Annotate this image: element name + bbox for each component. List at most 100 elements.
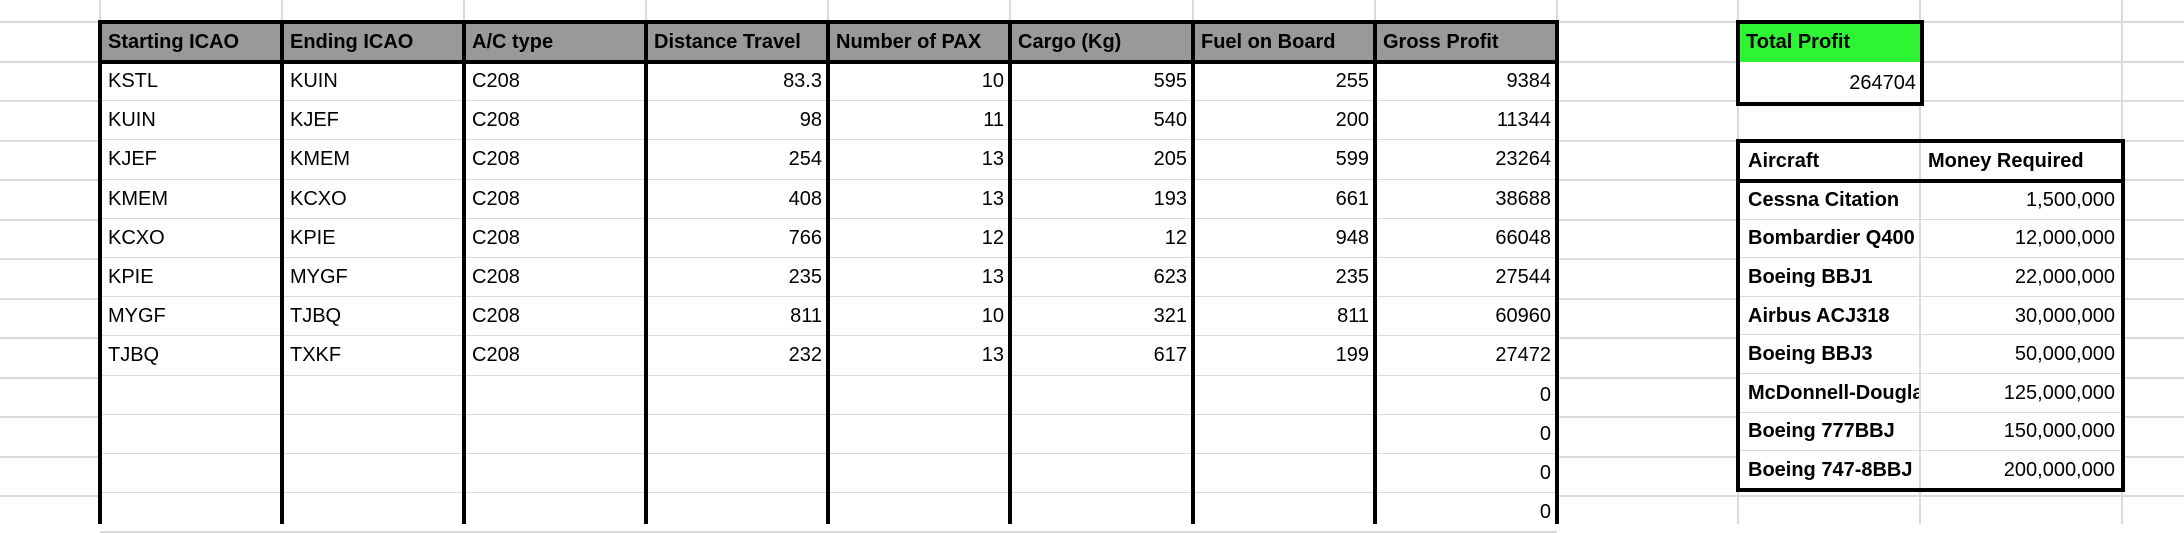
table-cell[interactable]	[1010, 414, 1193, 454]
table-cell[interactable]: 12	[828, 218, 1010, 258]
money-required[interactable]: 30,000,000	[1920, 296, 2121, 336]
table-cell[interactable]: 13	[828, 179, 1010, 219]
table-cell[interactable]	[646, 375, 828, 415]
column-header[interactable]: Distance Travel	[646, 22, 828, 62]
table-cell[interactable]: 11	[828, 101, 1010, 141]
table-cell[interactable]: 0	[1375, 454, 1557, 494]
money-required[interactable]: 150,000,000	[1920, 412, 2121, 452]
table-cell[interactable]: KMEM	[100, 179, 282, 219]
table-cell[interactable]	[464, 493, 646, 533]
table-cell[interactable]: 254	[646, 140, 828, 180]
table-cell[interactable]: 408	[646, 179, 828, 219]
table-cell[interactable]	[282, 414, 464, 454]
table-cell[interactable]: 11344	[1375, 101, 1557, 141]
table-cell[interactable]: 255	[1193, 62, 1375, 102]
table-cell[interactable]: KCXO	[282, 179, 464, 219]
aircraft-name[interactable]: Boeing BBJ3	[1740, 335, 1920, 374]
money-required[interactable]: 1,500,000	[1920, 181, 2121, 220]
table-cell[interactable]: KUIN	[282, 62, 464, 102]
table-cell[interactable]: 13	[828, 140, 1010, 180]
table-cell[interactable]: 98	[646, 101, 828, 141]
table-cell[interactable]: 235	[1193, 258, 1375, 298]
table-cell[interactable]	[646, 454, 828, 494]
table-cell[interactable]: KPIE	[282, 218, 464, 258]
column-header[interactable]: Number of PAX	[828, 22, 1010, 62]
table-cell[interactable]: KJEF	[282, 101, 464, 141]
table-cell[interactable]: 13	[828, 258, 1010, 298]
money-required[interactable]: 50,000,000	[1920, 335, 2121, 374]
table-cell[interactable]: 0	[1375, 414, 1557, 454]
table-cell[interactable]: MYGF	[282, 258, 464, 298]
table-cell[interactable]: 811	[1193, 297, 1375, 337]
aircraft-name[interactable]: Cessna Citation	[1740, 181, 1920, 220]
table-cell[interactable]	[828, 414, 1010, 454]
column-header[interactable]: Ending ICAO	[282, 22, 464, 62]
table-cell[interactable]: TJBQ	[100, 336, 282, 376]
table-cell[interactable]	[646, 493, 828, 533]
table-cell[interactable]: 13	[828, 336, 1010, 376]
aircraft-column-header[interactable]: Aircraft	[1740, 141, 1920, 181]
table-cell[interactable]: 193	[1010, 179, 1193, 219]
table-cell[interactable]: 12	[1010, 218, 1193, 258]
table-cell[interactable]: KJEF	[100, 140, 282, 180]
table-cell[interactable]: KSTL	[100, 62, 282, 102]
table-cell[interactable]: 10	[828, 62, 1010, 102]
table-cell[interactable]	[100, 493, 282, 533]
table-cell[interactable]	[464, 375, 646, 415]
table-cell[interactable]	[1193, 414, 1375, 454]
table-cell[interactable]: C208	[464, 62, 646, 102]
table-cell[interactable]	[282, 375, 464, 415]
table-cell[interactable]: 811	[646, 297, 828, 337]
table-cell[interactable]	[464, 414, 646, 454]
table-cell[interactable]: 27544	[1375, 258, 1557, 298]
column-header[interactable]: Starting ICAO	[100, 22, 282, 62]
table-cell[interactable]: 60960	[1375, 297, 1557, 337]
table-cell[interactable]: 66048	[1375, 218, 1557, 258]
money-required[interactable]: 22,000,000	[1920, 258, 2121, 297]
table-cell[interactable]: C208	[464, 101, 646, 141]
table-cell[interactable]	[1193, 375, 1375, 415]
table-cell[interactable]: 540	[1010, 101, 1193, 141]
table-cell[interactable]: 623	[1010, 258, 1193, 298]
table-cell[interactable]	[1193, 493, 1375, 533]
table-cell[interactable]	[828, 454, 1010, 494]
aircraft-name[interactable]: Airbus ACJ318	[1740, 296, 1920, 336]
table-cell[interactable]: 0	[1375, 375, 1557, 415]
table-cell[interactable]: 232	[646, 336, 828, 376]
table-cell[interactable]: 0	[1375, 493, 1557, 533]
table-cell[interactable]: 27472	[1375, 336, 1557, 376]
column-header[interactable]: A/C type	[464, 22, 646, 62]
table-cell[interactable]	[464, 454, 646, 494]
table-cell[interactable]: 200	[1193, 101, 1375, 141]
table-cell[interactable]: 199	[1193, 336, 1375, 376]
table-cell[interactable]	[1010, 454, 1193, 494]
table-cell[interactable]	[100, 454, 282, 494]
table-cell[interactable]: 23264	[1375, 140, 1557, 180]
money-required[interactable]: 200,000,000	[1920, 451, 2121, 490]
money-required[interactable]: 12,000,000	[1920, 219, 2121, 259]
table-cell[interactable]: MYGF	[100, 297, 282, 337]
table-cell[interactable]: TJBQ	[282, 297, 464, 337]
table-cell[interactable]	[828, 375, 1010, 415]
table-cell[interactable]: 235	[646, 258, 828, 298]
aircraft-name[interactable]: Boeing 747-8BBJ	[1740, 451, 1920, 490]
table-cell[interactable]: 617	[1010, 336, 1193, 376]
table-cell[interactable]: C208	[464, 336, 646, 376]
column-header[interactable]: Cargo (Kg)	[1010, 22, 1193, 62]
table-cell[interactable]	[1193, 454, 1375, 494]
aircraft-name[interactable]: Boeing BBJ1	[1740, 258, 1920, 297]
table-cell[interactable]: 948	[1193, 218, 1375, 258]
table-cell[interactable]	[1010, 375, 1193, 415]
aircraft-name[interactable]: McDonnell-Douglas	[1740, 374, 1920, 413]
table-cell[interactable]	[828, 493, 1010, 533]
table-cell[interactable]: 766	[646, 218, 828, 258]
table-cell[interactable]: C208	[464, 258, 646, 298]
table-cell[interactable]: 83.3	[646, 62, 828, 102]
aircraft-column-header[interactable]: Money Required	[1920, 141, 2121, 181]
aircraft-name[interactable]: Bombardier Q400	[1740, 219, 1920, 259]
table-cell[interactable]: 661	[1193, 179, 1375, 219]
table-cell[interactable]: C208	[464, 297, 646, 337]
table-cell[interactable]: 10	[828, 297, 1010, 337]
aircraft-name[interactable]: Boeing 777BBJ	[1740, 412, 1920, 452]
table-cell[interactable]: 205	[1010, 140, 1193, 180]
